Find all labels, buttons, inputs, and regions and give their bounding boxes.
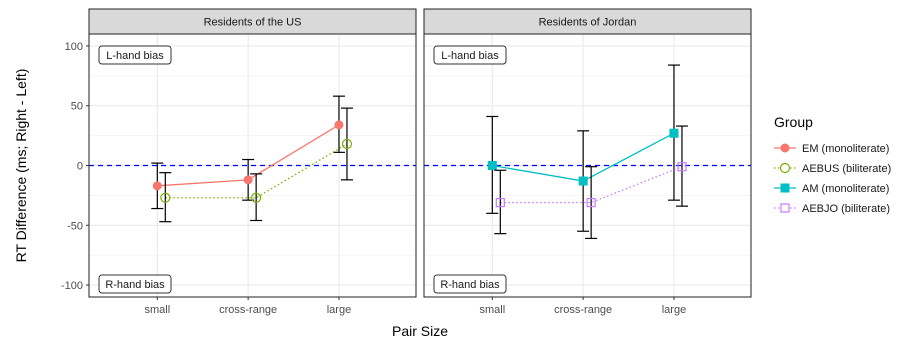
legend-label: EM (monoliterate) bbox=[802, 143, 889, 155]
x-tick-label: cross-range bbox=[219, 304, 277, 316]
data-point bbox=[677, 162, 687, 172]
data-point bbox=[669, 128, 679, 138]
data-point bbox=[160, 192, 171, 203]
y-tick-label: 0 bbox=[77, 161, 83, 173]
series bbox=[151, 95, 345, 210]
error-bar bbox=[585, 166, 598, 240]
bias-label: R-hand bias bbox=[98, 274, 172, 294]
error-bar bbox=[675, 125, 688, 207]
panel-title: Residents of the US bbox=[204, 17, 302, 29]
error-bar bbox=[159, 172, 172, 223]
legend-entry: AEBJO (biliterate) bbox=[774, 203, 890, 215]
x-tick-label: large bbox=[662, 304, 686, 316]
x-tick-label: cross-range bbox=[554, 304, 612, 316]
x-tick-label: small bbox=[479, 304, 505, 316]
bias-label-text: R-hand bias bbox=[105, 279, 165, 291]
panel-title: Residents of Jordan bbox=[539, 17, 637, 29]
data-point bbox=[152, 181, 162, 191]
legend-marker bbox=[780, 143, 790, 153]
x-tick-label: small bbox=[144, 304, 170, 316]
bias-label-text: L-hand bias bbox=[106, 50, 164, 62]
series bbox=[494, 125, 688, 240]
bias-label: L-hand bias bbox=[98, 45, 172, 65]
legend-entry: AEBUS (biliterate) bbox=[774, 162, 891, 175]
series bbox=[159, 107, 353, 223]
y-tick-label: 50 bbox=[71, 101, 83, 113]
legend-marker bbox=[780, 203, 790, 213]
error-bar bbox=[250, 173, 263, 222]
data-point bbox=[243, 175, 253, 185]
legend-label: AM (monoliterate) bbox=[802, 183, 889, 195]
bias-label-box bbox=[433, 274, 507, 294]
y-tick-label: 100 bbox=[65, 41, 83, 53]
bias-label: L-hand bias bbox=[433, 45, 507, 65]
data-point bbox=[341, 138, 353, 150]
legend-title: Group bbox=[774, 114, 813, 130]
legend-entry: AM (monoliterate) bbox=[774, 183, 889, 195]
bias-label-text: L-hand bias bbox=[441, 50, 499, 62]
bias-label-text: R-hand bias bbox=[440, 279, 500, 291]
y-tick-label: -50 bbox=[67, 220, 83, 232]
legend-marker bbox=[779, 162, 791, 174]
bias-label-box bbox=[98, 45, 172, 65]
panel: Residents of the US L-hand bias R-hand bia… bbox=[88, 8, 417, 316]
data-point bbox=[586, 197, 596, 208]
legend-label: AEBUS (biliterate) bbox=[802, 163, 891, 175]
legend-label: AEBJO (biliterate) bbox=[802, 203, 890, 215]
data-point bbox=[578, 176, 588, 186]
x-tick-label: large bbox=[327, 304, 351, 316]
y-axis-title: RT Difference (ms; Right - Left) bbox=[13, 69, 29, 263]
error-bar bbox=[340, 107, 353, 181]
x-axis-title: Pair Size bbox=[392, 323, 448, 339]
y-tick-label: -100 bbox=[61, 280, 83, 292]
legend-marker bbox=[780, 183, 790, 193]
panel-border bbox=[423, 33, 752, 298]
panel: Residents of Jordan L-hand bias R-hand bia… bbox=[423, 8, 752, 316]
data-point bbox=[495, 197, 505, 208]
bias-label-box bbox=[433, 45, 507, 65]
panel-strip bbox=[423, 8, 752, 35]
legend: Group EM (monoliterate) AEBUS (biliterate)… bbox=[774, 114, 891, 215]
error-bar bbox=[494, 169, 507, 235]
panel-strip bbox=[88, 8, 417, 35]
data-point bbox=[487, 161, 497, 170]
bias-label: R-hand bias bbox=[433, 274, 507, 294]
data-point bbox=[334, 120, 344, 130]
series-line bbox=[165, 143, 348, 199]
bias-label-box bbox=[98, 274, 172, 294]
data-point bbox=[251, 192, 262, 203]
legend-entry: EM (monoliterate) bbox=[774, 143, 889, 155]
series bbox=[486, 64, 680, 232]
